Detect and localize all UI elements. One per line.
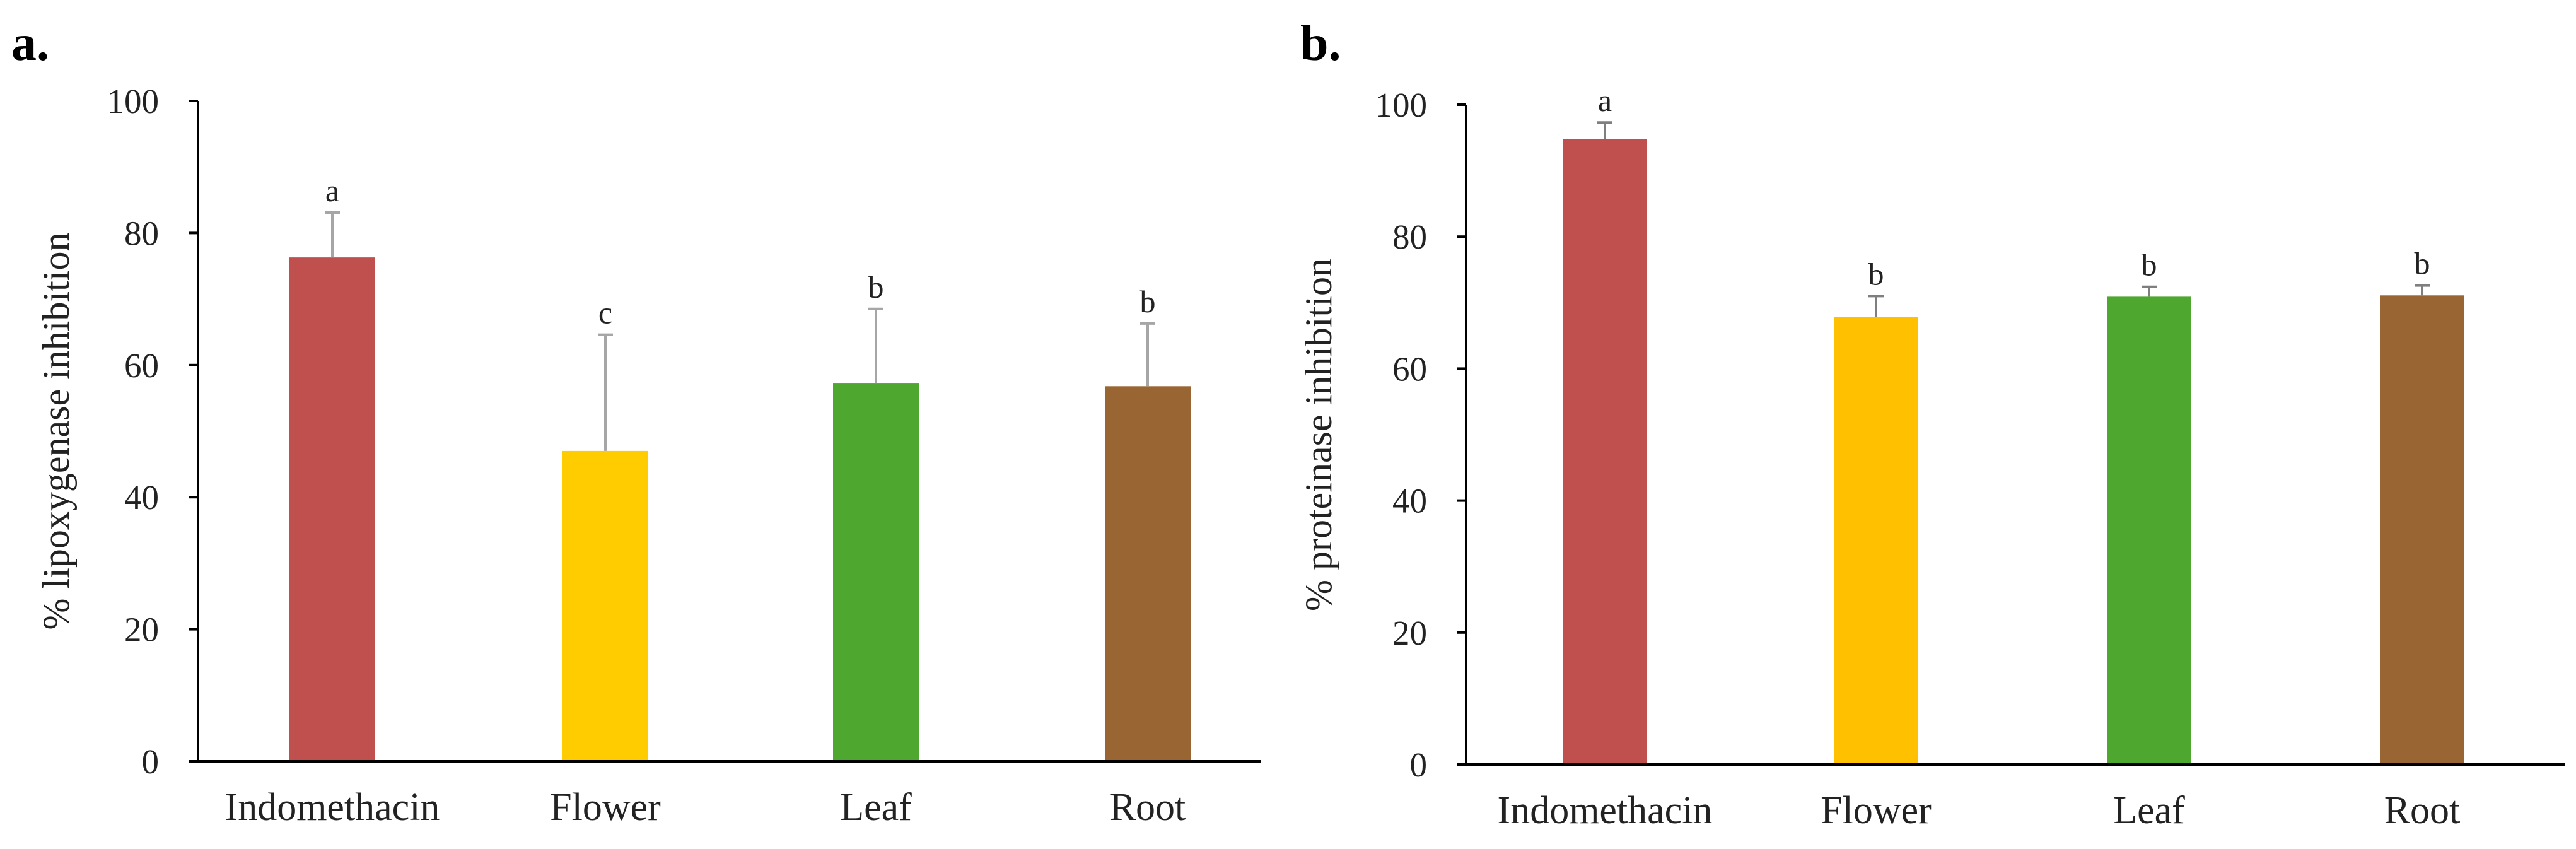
significance-label-leaf: b: [868, 269, 884, 305]
y-tick-label-60: 60: [1392, 349, 1427, 388]
x-tick-label-indomethacin: Indomethacin: [225, 786, 440, 829]
y-tick-label-40: 40: [124, 478, 159, 517]
x-tick-label-flower: Flower: [1821, 789, 1932, 832]
significance-label-root: b: [2415, 246, 2430, 281]
chart-panel-b: b. % proteinase inhibition a Indomethacin b F…: [1298, 16, 2565, 832]
bar-root: [2380, 295, 2464, 764]
y-tick-label-100: 100: [1375, 86, 1428, 124]
x-tick-label-flower: Flower: [550, 786, 661, 829]
y-tick-label-60: 60: [124, 346, 159, 385]
significance-label-indomethacin: a: [1598, 83, 1612, 118]
significance-label-flower: b: [1868, 256, 1884, 291]
x-tick-label-leaf: Leaf: [2113, 789, 2185, 832]
significance-label-leaf: b: [2142, 247, 2157, 283]
bar-flower: [1834, 317, 1918, 764]
x-tick-label-indomethacin: Indomethacin: [1498, 789, 1713, 832]
bar-root: [1105, 386, 1191, 761]
y-tick-label-40: 40: [1392, 482, 1427, 520]
y-tick-label-80: 80: [1392, 218, 1427, 256]
panel-label: a.: [11, 16, 49, 71]
significance-label-indomethacin: a: [325, 173, 339, 208]
y-tick-label-0: 0: [142, 742, 160, 781]
significance-label-flower: c: [598, 295, 612, 331]
y-tick-label-20: 20: [1392, 614, 1427, 652]
bar-leaf: [2107, 296, 2191, 764]
y-tick-label-20: 20: [124, 611, 159, 649]
x-tick-label-leaf: Leaf: [840, 786, 912, 829]
bar-indomethacin: [289, 257, 375, 761]
bar-leaf: [833, 383, 919, 761]
chart-panel-a: a. % lipoxygenase inhibition a Indomethacin…: [11, 16, 1261, 829]
y-axis-title: % lipoxygenase inhibition: [35, 233, 77, 630]
y-axis-title: % proteinase inhibition: [1298, 258, 1339, 611]
significance-label-root: b: [1140, 284, 1156, 319]
bar-indomethacin: [1563, 139, 1647, 765]
panel-label: b.: [1300, 16, 1341, 71]
bar-flower: [562, 450, 648, 761]
y-tick-label-80: 80: [124, 214, 159, 252]
x-tick-label-root: Root: [1110, 786, 1186, 829]
y-tick-label-0: 0: [1410, 746, 1428, 784]
y-tick-label-100: 100: [107, 82, 160, 120]
x-tick-label-root: Root: [2384, 789, 2461, 832]
